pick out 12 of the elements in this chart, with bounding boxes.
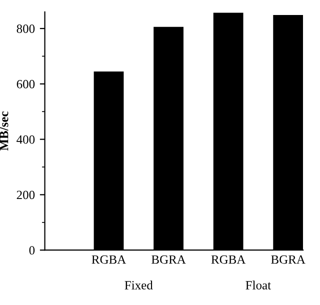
x-tick-label: BGRA xyxy=(271,255,306,264)
y-tick-label: 0 xyxy=(29,246,35,255)
y-tick-label: 800 xyxy=(16,24,35,33)
x-tick-label: BGRA xyxy=(152,255,186,264)
y-tick-label: 400 xyxy=(16,135,35,144)
y-axis-title: MB/sec xyxy=(0,112,8,151)
y-tick-label: 600 xyxy=(16,80,35,88)
y-tick-label: 200 xyxy=(16,190,35,200)
x-tick-label: RGBA xyxy=(211,255,246,264)
text: Float xyxy=(246,280,271,290)
x-tick-label: RGBA xyxy=(92,255,126,264)
text: Fixed xyxy=(124,280,153,290)
